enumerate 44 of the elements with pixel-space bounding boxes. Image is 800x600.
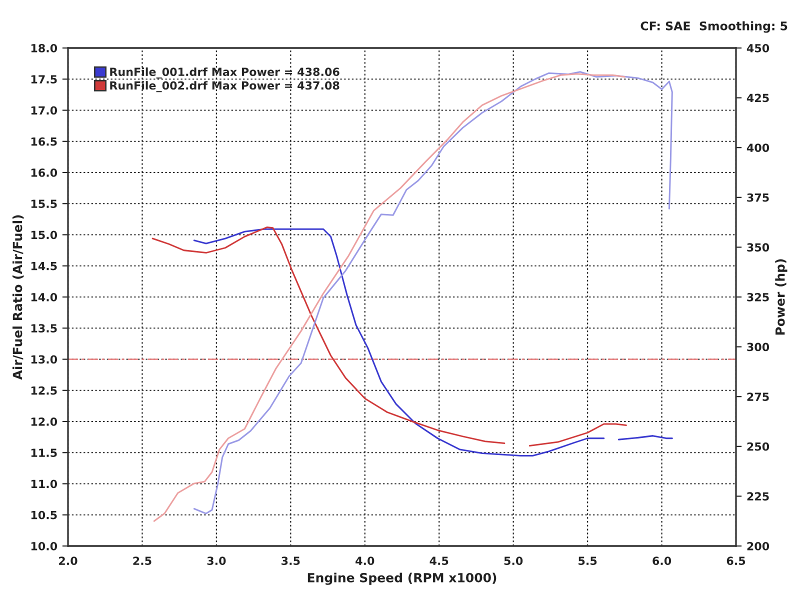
y-tick-label: 14.0 xyxy=(31,292,58,302)
y2-tick-label: 300 xyxy=(747,342,770,352)
x-tick-label: 5.5 xyxy=(578,556,597,566)
y-tick-label: 18.0 xyxy=(31,44,58,52)
x-tick-label: 6.0 xyxy=(652,556,672,566)
x-tick-label: 4.0 xyxy=(356,556,374,566)
y-tick-label: 11.0 xyxy=(31,480,58,488)
y-tick-label: 14.5 xyxy=(31,262,57,270)
y2-tick-label: 450 xyxy=(746,44,770,52)
legend-label: RunFile_001.drf Max Power = 438.06 xyxy=(110,67,340,79)
y2-tick-label: 250 xyxy=(747,442,770,451)
y2-tick-label: 225 xyxy=(747,492,769,501)
x-tick-label: 3.5 xyxy=(282,556,300,566)
y2-tick-label: 325 xyxy=(747,292,769,302)
y-tick-label: 13.0 xyxy=(31,355,58,364)
legend-label: RunFile_002.drf Max Power = 437.08 xyxy=(110,81,340,92)
y-tick-label: 17.5 xyxy=(31,75,57,84)
y2-tick-label: 200 xyxy=(747,542,770,550)
x-tick-label: 2.5 xyxy=(133,556,152,566)
y-axis-title: Air/Fuel Ratio (Air/Fuel) xyxy=(12,215,24,380)
y2-tick-label: 400 xyxy=(746,144,770,152)
x-axis-title: Engine Speed (RPM x1000) xyxy=(308,572,496,585)
y-tick-label: 11.5 xyxy=(31,448,57,458)
y-tick-label: 12.5 xyxy=(31,386,57,395)
y2-tick-label: 275 xyxy=(747,392,769,401)
y-tick-label: 16.5 xyxy=(31,137,57,146)
text: CF: SAE Smoothing: 5 xyxy=(640,21,788,33)
x-tick-label: 4.5 xyxy=(430,556,448,566)
y-tick-label: 12.0 xyxy=(31,417,58,426)
x-tick-label: 6.5 xyxy=(726,556,746,566)
y-tick-label: 15.0 xyxy=(31,230,58,240)
y2-tick-label: 350 xyxy=(747,243,770,252)
y2-tick-label: 425 xyxy=(746,94,769,102)
y2-tick-label: 375 xyxy=(747,193,769,202)
y-tick-label: 10.5 xyxy=(31,510,57,520)
y-tick-label: 16.0 xyxy=(31,168,58,177)
y-tick-label: 17.0 xyxy=(31,106,58,115)
x-tick-label: 3.0 xyxy=(207,556,226,566)
y2-axis-title: Power (hp) xyxy=(775,259,788,335)
x-tick-label: 2.0 xyxy=(59,556,78,566)
y-tick-label: 15.5 xyxy=(31,200,57,208)
y-tick-label: 13.5 xyxy=(31,324,57,333)
y-tick-label: 10.0 xyxy=(31,542,58,550)
x-tick-label: 5.0 xyxy=(504,556,523,566)
